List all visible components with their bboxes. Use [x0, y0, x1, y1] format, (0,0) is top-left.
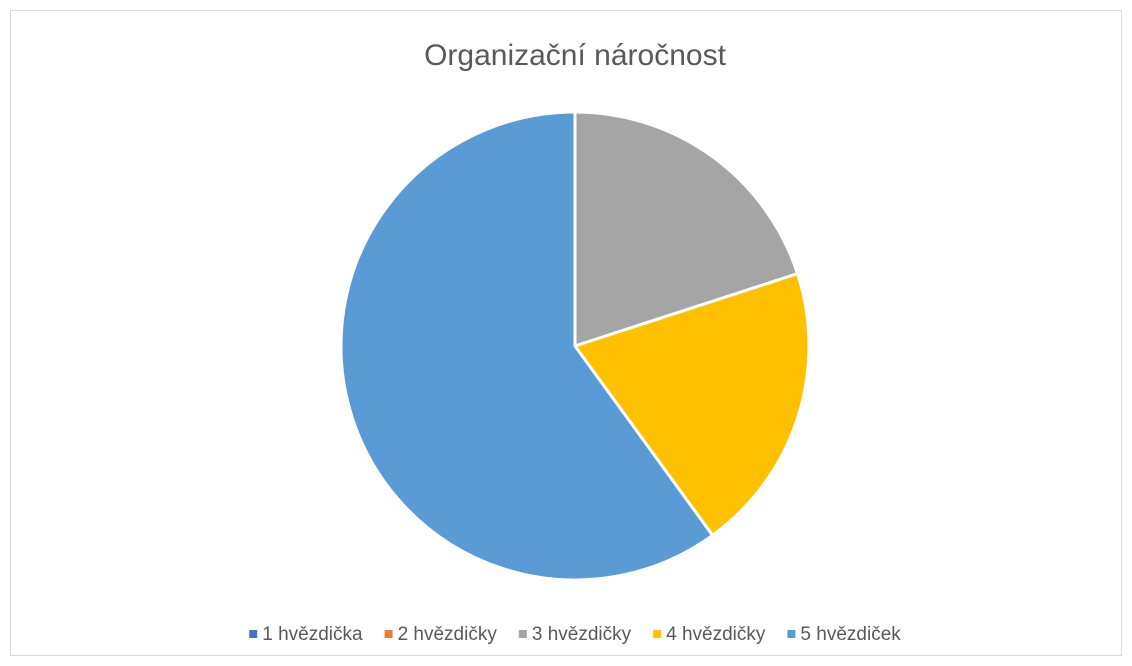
legend-label: 1 hvězdička [262, 624, 363, 645]
pie-slice [339, 110, 715, 582]
legend: 1 hvězdička 2 hvězdičky 3 hvězdičky 4 hvězd… [249, 624, 901, 645]
legend-swatch [384, 630, 393, 638]
chart-title: Organizační náročnost [424, 39, 726, 72]
legend-swatch [787, 630, 796, 638]
legend-label: 5 hvězdiček [800, 624, 901, 645]
legend-label: 4 hvězdičky [666, 624, 766, 645]
legend-label: 3 hvězdičky [532, 624, 632, 645]
legend-label: 2 hvězdičky [398, 624, 498, 645]
legend-swatch [249, 630, 258, 638]
pie-slice [572, 271, 811, 538]
legend-swatch [653, 630, 662, 638]
pie-slice [573, 110, 800, 349]
legend-swatch [518, 630, 527, 638]
